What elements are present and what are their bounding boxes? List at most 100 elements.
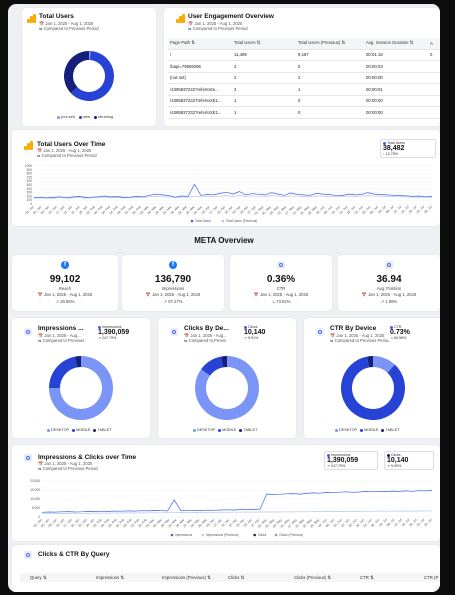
x-tick-label: 05. May: [261, 205, 272, 216]
kpi-label: Impressions: [161, 286, 185, 291]
column-header[interactable]: Clicks (Previous) ⇅: [294, 575, 332, 580]
table-header: Page Path ⇅ Total Users ⇅ Total Users (P…: [168, 38, 440, 50]
y-tick-label: 900: [27, 168, 33, 172]
donut-slice[interactable]: [89, 51, 91, 61]
x-tick-label: 29. May: [309, 518, 320, 529]
column-header[interactable]: Impressions (Previous) ⇅: [162, 575, 211, 580]
device-card-2: CTR By Device 📅 Jan 1, 2025 - Aug 1, 2025…: [304, 318, 440, 438]
y-tick-label: 700: [27, 175, 33, 179]
column-header[interactable]: CTR (P: [424, 575, 439, 580]
users-over-time-card: Total Users Over Time 📅 Jan 1, 2025 - Au…: [12, 130, 440, 226]
donut-slice[interactable]: [64, 51, 89, 94]
donut-slice[interactable]: [49, 356, 113, 420]
donut-slice[interactable]: [373, 356, 395, 373]
x-tick-label: 26. Feb: [137, 518, 148, 529]
legend-swatch: [274, 533, 278, 537]
x-tick-label: 21. Jan: [70, 518, 80, 528]
donut-slice[interactable]: [70, 51, 114, 101]
donut-slice[interactable]: [341, 356, 405, 420]
column-header[interactable]: Clicks ⇅: [228, 575, 245, 580]
donut-slice[interactable]: [195, 356, 259, 420]
x-tick-label: 02. Mar: [139, 204, 150, 215]
kpi-date: 📅 Jan 1, 2025 - Aug 1, 2025: [145, 292, 201, 297]
table-row[interactable]: /4395837232?refertoXE1... 1 0 00:00:00: [168, 106, 440, 119]
x-tick-label: 14. Mar: [162, 204, 173, 215]
card-date: 📅 Jan 1, 2025 - Aug 1, 2025: [38, 461, 93, 466]
donut-slice[interactable]: [201, 356, 224, 376]
x-tick-label: 15. Apr: [224, 204, 235, 215]
x-tick-label: 22. Jun: [355, 518, 365, 528]
donut-slice[interactable]: [49, 356, 78, 388]
x-tick-label: 14. Jun: [338, 205, 348, 215]
table-cell: 00:01:18: [364, 49, 428, 61]
legend-label: Impressions (Previous): [206, 533, 239, 537]
table-cell: /bapi=79569296: [168, 60, 232, 73]
kpi-change: ↗ 30.86%: [55, 299, 75, 304]
card-date: 📅 Jan 1, 2025 - Aug...: [184, 333, 227, 338]
table-cell: [428, 60, 440, 73]
card-compare: ⇆ Compared to Previous: [38, 338, 85, 343]
device-kpi: CTR 0.73% ↘ 69.56%: [388, 324, 436, 341]
kpi-label: Avg. Position: [376, 286, 402, 291]
donut-slice[interactable]: [367, 356, 373, 368]
x-tick-label: 22. Feb: [124, 205, 135, 216]
x-tick-label: 17. Jan: [55, 205, 65, 215]
x-tick-label: 25. May: [299, 205, 310, 216]
search-console-icon: [24, 551, 32, 559]
y-tick-label: 600: [27, 179, 33, 183]
device-legend: DESKTOP MOBILE TABLET: [190, 428, 258, 432]
table-row[interactable]: /4395837232?refertoSe... 2 1 00:00:01: [168, 83, 440, 96]
x-tick-label: 29. Jan: [78, 205, 88, 215]
donut-slice[interactable]: [221, 356, 227, 368]
x-tick-label: 01. Jan: [24, 205, 34, 215]
column-header[interactable]: Page Path ⇅: [168, 38, 232, 50]
x-tick-label: 14. Mar: [167, 517, 178, 528]
card-title: CTR By Device: [330, 325, 377, 332]
column-header[interactable]: CTR ⇅: [360, 575, 374, 580]
column-header[interactable]: Total Users (Previous) ⇅: [296, 38, 364, 50]
search-console-icon: [316, 328, 324, 336]
x-tick-label: 21. May: [292, 205, 303, 216]
table-cell: 2: [232, 72, 296, 84]
table-row[interactable]: /43958372327refertoXE1... 1 0 00:00:00: [168, 95, 440, 107]
x-tick-label: 15. Apr: [228, 517, 239, 528]
table-cell: 00:00:00: [364, 95, 428, 107]
column-header[interactable]: A: [428, 38, 440, 50]
kpi-value: 136,790: [154, 274, 192, 285]
table-cell: 00:00:00: [364, 72, 428, 84]
column-header[interactable]: Query ⇅: [30, 575, 47, 580]
x-tick-label: 22. Mar: [182, 517, 193, 528]
x-tick-label: 27. Apr: [247, 204, 258, 215]
x-tick-label: 08. Jul: [386, 518, 396, 528]
table-cell: /: [168, 49, 232, 61]
x-tick-label: 05. May: [264, 518, 275, 529]
table-row[interactable]: /11,499 9,187 00:01:18 0: [168, 49, 440, 61]
table-row[interactable]: (not set) 2 2 00:00:00: [168, 72, 440, 84]
card-compare: ⇆ Compared to Previous Period: [38, 466, 98, 471]
donut-slice[interactable]: [75, 356, 81, 368]
x-tick-label: 22. Mar: [177, 204, 188, 215]
legend-label: Total Users: [195, 219, 211, 223]
table-cell: [428, 72, 440, 84]
table-cell: /4395837232?refertoSe...: [168, 83, 232, 96]
x-tick-label: 30. Jun: [370, 518, 380, 528]
x-tick-label: 07. Apr: [213, 517, 224, 528]
meta-overview-title: META Overview: [194, 236, 254, 245]
x-tick-label: 29. May: [307, 205, 318, 216]
table-cell: 0: [428, 49, 440, 61]
column-header[interactable]: Avg. Session Duration ⇅: [364, 38, 428, 50]
x-tick-label: 09. May: [269, 205, 280, 216]
kpi-card-reach: f 99,102 Reach 📅 Jan 1, 2025 - Aug 1, 2025 ↗…: [12, 255, 118, 311]
table-row[interactable]: /bapi=79569296 2 0 00:00:03: [168, 60, 440, 73]
x-tick-label: 06. Jun: [323, 205, 333, 215]
x-tick-label: 14. Feb: [115, 518, 126, 529]
card-title: User Engagement Overview: [188, 13, 274, 20]
impressions-clicks-card: Impressions & Clicks over Time 📅 Jan 1, …: [12, 445, 440, 541]
x-tick-label: 22. Feb: [130, 518, 141, 529]
x-tick-label: 06. Mar: [152, 517, 163, 528]
kpi-label: CTR: [276, 286, 286, 291]
x-tick-label: 11. Apr: [216, 204, 226, 214]
legend-label: Clicks (Previous): [279, 533, 303, 537]
column-header[interactable]: Total Users ⇅: [232, 38, 296, 50]
column-header[interactable]: Impressions ⇅: [96, 575, 124, 580]
